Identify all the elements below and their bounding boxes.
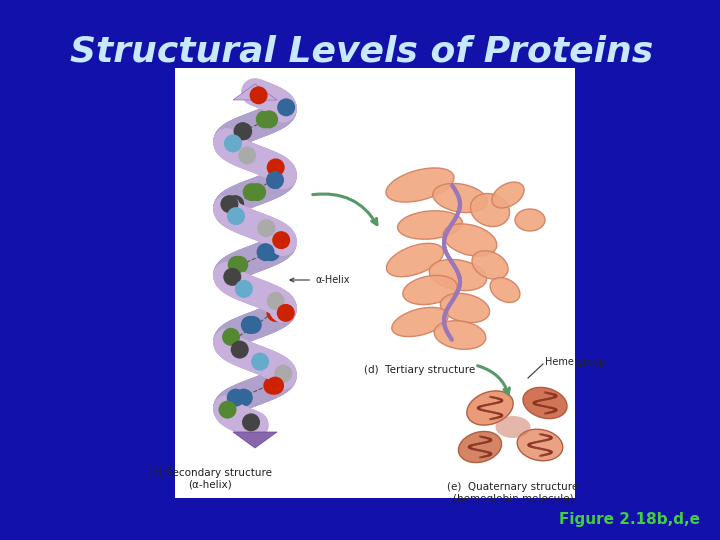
Text: Heme group: Heme group (545, 357, 606, 367)
Ellipse shape (433, 184, 487, 213)
Ellipse shape (467, 391, 513, 425)
Circle shape (251, 353, 269, 370)
Circle shape (266, 292, 284, 310)
Polygon shape (233, 84, 277, 100)
Ellipse shape (392, 307, 449, 336)
Circle shape (266, 158, 284, 177)
Circle shape (276, 304, 294, 322)
Ellipse shape (429, 259, 487, 291)
Circle shape (230, 256, 248, 274)
Bar (175, 68, 575, 498)
Text: (b) Secondary structure
(α-helix): (b) Secondary structure (α-helix) (148, 468, 272, 490)
Ellipse shape (490, 278, 520, 302)
Circle shape (227, 207, 245, 225)
Circle shape (233, 123, 251, 140)
Circle shape (277, 98, 295, 116)
Ellipse shape (459, 431, 502, 463)
Circle shape (242, 413, 260, 431)
Circle shape (218, 401, 236, 418)
Ellipse shape (470, 193, 510, 226)
Circle shape (266, 171, 284, 189)
Circle shape (235, 280, 253, 298)
Circle shape (272, 231, 290, 249)
Circle shape (271, 171, 289, 189)
Circle shape (222, 328, 240, 346)
Ellipse shape (386, 168, 454, 202)
Ellipse shape (515, 209, 545, 231)
Circle shape (248, 183, 266, 201)
Circle shape (221, 328, 239, 346)
Ellipse shape (495, 416, 531, 438)
Circle shape (262, 243, 280, 261)
Circle shape (243, 183, 261, 201)
Circle shape (264, 376, 282, 395)
Circle shape (224, 134, 242, 152)
Circle shape (266, 304, 284, 322)
Ellipse shape (492, 182, 524, 208)
Text: Figure 2.18b,d,e: Figure 2.18b,d,e (559, 512, 700, 527)
Ellipse shape (402, 275, 457, 305)
Circle shape (266, 376, 284, 395)
Ellipse shape (397, 211, 462, 239)
Circle shape (274, 364, 292, 383)
Ellipse shape (472, 251, 508, 279)
Ellipse shape (434, 321, 486, 349)
Circle shape (223, 268, 241, 286)
Circle shape (240, 316, 258, 334)
Ellipse shape (517, 429, 563, 461)
Circle shape (220, 195, 238, 213)
Circle shape (226, 195, 244, 213)
Circle shape (234, 123, 252, 140)
Ellipse shape (441, 293, 490, 322)
Circle shape (256, 243, 274, 261)
Circle shape (238, 146, 256, 164)
Circle shape (235, 389, 253, 407)
Text: Structural Levels of Proteins: Structural Levels of Proteins (70, 35, 653, 69)
Ellipse shape (387, 244, 444, 276)
Text: (e)  Quaternary structure
(hemoglobin molecule): (e) Quaternary structure (hemoglobin mol… (447, 482, 579, 504)
Circle shape (257, 219, 275, 237)
Polygon shape (233, 432, 277, 448)
Text: (d)  Tertiary structure: (d) Tertiary structure (364, 365, 476, 375)
Circle shape (260, 110, 278, 129)
Ellipse shape (523, 387, 567, 419)
Circle shape (228, 256, 246, 274)
Circle shape (256, 110, 274, 129)
Ellipse shape (443, 224, 497, 256)
Circle shape (250, 86, 268, 104)
Text: α-Helix: α-Helix (290, 275, 349, 285)
Circle shape (244, 316, 262, 334)
Circle shape (227, 389, 245, 407)
Circle shape (230, 341, 248, 359)
